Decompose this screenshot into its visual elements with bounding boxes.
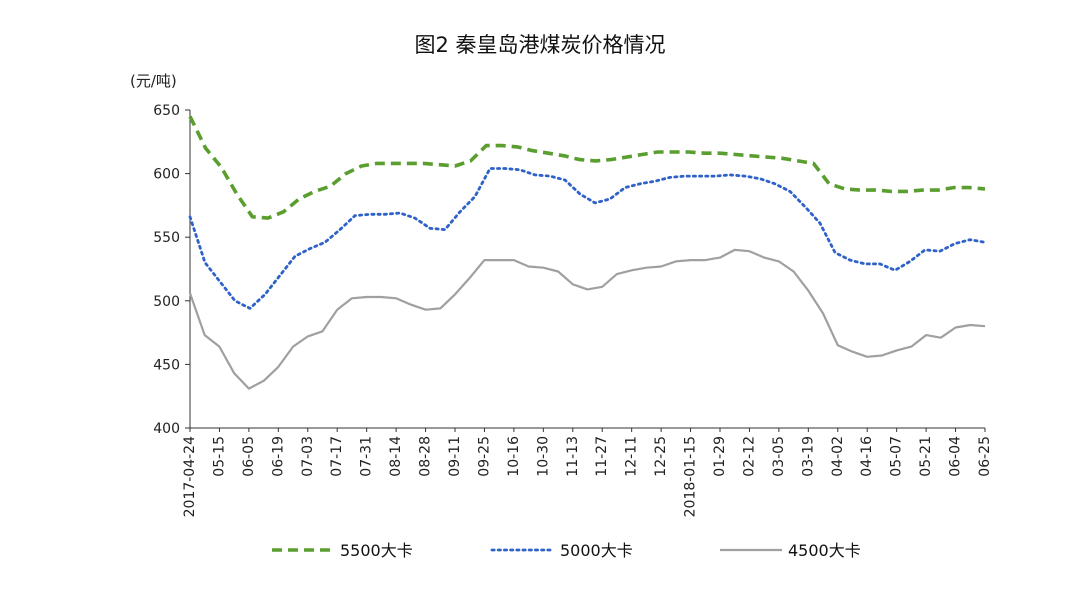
legend-label-2: 5000大卡 <box>560 541 633 560</box>
y-tick-label: 450 <box>153 357 180 373</box>
x-tick-label: 04-16 <box>859 436 875 477</box>
x-tick-label: 12-25 <box>653 436 669 477</box>
x-tick-label: 12-11 <box>624 436 640 477</box>
legend-label-1: 5500大卡 <box>340 541 413 560</box>
x-tick-label: 06-05 <box>241 436 257 477</box>
legend-label-3: 4500大卡 <box>788 541 861 560</box>
x-tick-label: 03-05 <box>771 436 787 477</box>
x-tick-label: 01-29 <box>712 436 728 477</box>
x-tick-label: 07-31 <box>359 436 375 477</box>
x-tick-label: 03-19 <box>800 436 816 477</box>
x-tick-label: 05-15 <box>211 436 227 477</box>
x-tick-label: 06-19 <box>270 436 286 477</box>
chart-title: 图2 秦皇岛港煤炭价格情况 <box>414 33 665 57</box>
series-line-2 <box>188 167 987 310</box>
y-tick-label: 600 <box>153 167 180 183</box>
x-tick-label: 07-03 <box>300 436 316 477</box>
series-line-1 <box>188 115 986 220</box>
x-tick-label: 08-14 <box>388 436 404 477</box>
x-tick-label: 11-27 <box>594 436 610 477</box>
series-line-3 <box>188 248 986 390</box>
y-tick-label: 500 <box>153 294 180 310</box>
x-tick-label: 06-04 <box>948 436 964 477</box>
x-tick-label: 09-11 <box>447 436 463 477</box>
x-tick-label: 10-30 <box>535 436 551 477</box>
series-layer <box>188 115 987 390</box>
y-tick-label: 400 <box>153 421 180 437</box>
x-tick-label: 08-28 <box>418 436 434 477</box>
x-tick-label: 2018-01-15 <box>683 436 699 517</box>
x-tick-label: 11-13 <box>565 436 581 477</box>
y-tick-label: 550 <box>153 230 180 246</box>
x-tick-label: 04-02 <box>830 436 846 477</box>
x-tick-label: 09-25 <box>476 436 492 477</box>
x-tick-label: 05-07 <box>889 436 905 477</box>
x-tick-label: 07-17 <box>329 436 345 477</box>
y-tick-label: 650 <box>153 103 180 119</box>
axes: 400 450 500 550 600 650 2017-04-24 05-15 06-05 06… <box>153 103 993 517</box>
x-tick-label: 06-25 <box>977 436 993 477</box>
x-tick-label: 10-16 <box>506 436 522 477</box>
x-tick-label: 05-21 <box>918 436 934 477</box>
y-axis-unit: (元/吨) <box>130 72 177 90</box>
legend: 5500大卡 5000大卡 4500大卡 <box>272 541 861 560</box>
x-tick-label: 02-12 <box>741 436 757 477</box>
x-tick-label: 2017-04-24 <box>182 436 198 517</box>
